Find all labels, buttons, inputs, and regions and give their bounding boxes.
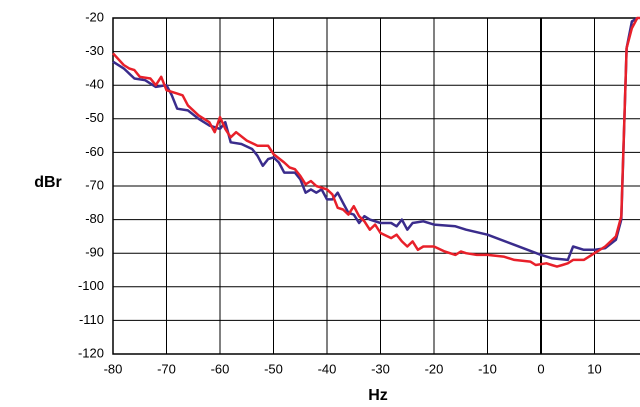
x-tick-label: -50	[264, 361, 283, 376]
plot-frame	[112, 17, 640, 355]
x-tick-label: -60	[211, 361, 230, 376]
y-tick-label: -60	[85, 144, 104, 159]
y-tick-label: -110	[79, 312, 104, 327]
y-tick-label: -80	[85, 211, 104, 226]
y-tick-label: -30	[85, 43, 104, 58]
x-tick-label: -20	[425, 361, 444, 376]
y-tick-label: -100	[78, 278, 104, 293]
data-line	[112, 16, 640, 268]
data-line	[112, 16, 638, 262]
x-tick-label: 0	[537, 361, 544, 376]
x-tick-label: -10	[478, 361, 497, 376]
y-tick-label: -50	[85, 110, 104, 125]
x-tick-label: -40	[318, 361, 337, 376]
y-tick-label: -90	[85, 245, 104, 260]
y-tick-label: -40	[85, 77, 104, 92]
y-tick-label: -20	[85, 9, 104, 24]
y-axis-title: dBr	[34, 174, 62, 191]
x-tick-label: -30	[371, 361, 390, 376]
x-axis-title: Hz	[368, 387, 388, 404]
x-tick-label: -70	[157, 361, 176, 376]
x-tick-label: -80	[104, 361, 123, 376]
y-tick-label: -120	[78, 345, 104, 360]
y-tick-label: -70	[85, 177, 104, 192]
x-tick-label: 10	[587, 361, 601, 376]
